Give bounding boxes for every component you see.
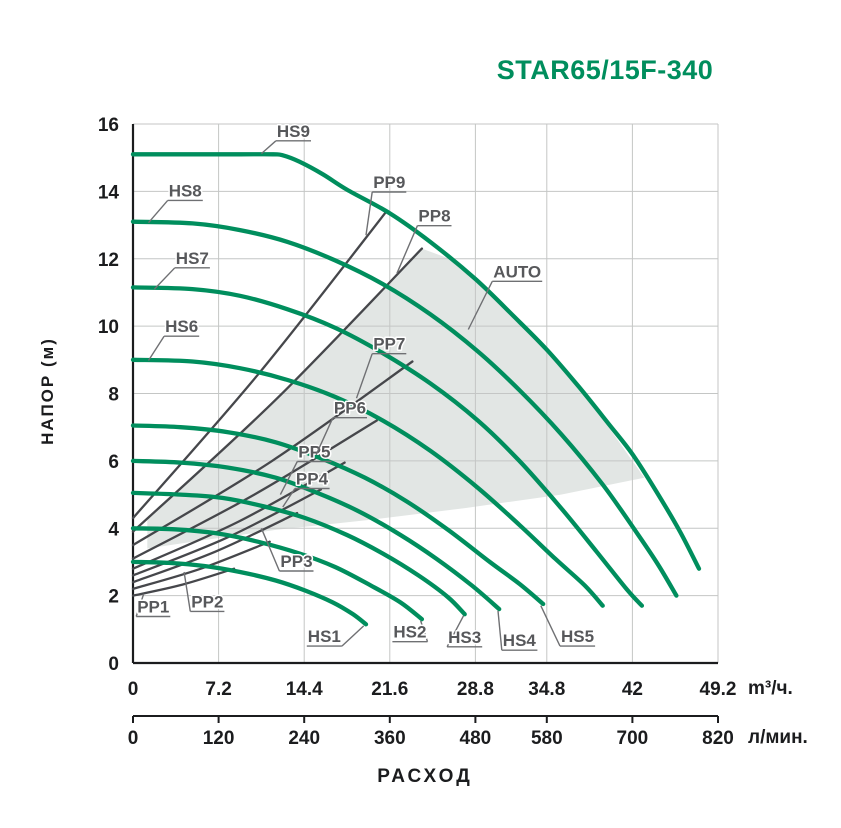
label-HS2: HS2 (393, 623, 426, 642)
x-tick-label-lmin-0: 0 (128, 728, 139, 749)
x-tick-label-lmin-120: 120 (203, 728, 235, 749)
label-PP7: PP7 (373, 335, 405, 354)
leader-HS3 (446, 615, 465, 648)
x-tick-label-m3h-49.2: 49.2 (700, 679, 737, 700)
label-PP4: PP4 (296, 470, 329, 489)
chart-title: STAR65/15F-340 (496, 55, 714, 85)
leader-PP3 (260, 528, 281, 572)
curve-PP4 (131, 488, 323, 577)
leader-PP9 (365, 191, 373, 236)
curve-PP3 (131, 511, 299, 584)
leader-HS7 (153, 267, 176, 290)
leader-PP4 (282, 488, 296, 508)
curve-HS1 (130, 559, 369, 627)
curve-PP8 (131, 247, 424, 533)
leader-HS8 (147, 199, 169, 224)
leader-PP5 (279, 461, 298, 495)
label-PP8: PP8 (418, 207, 450, 226)
leader-HS6 (147, 335, 165, 361)
y-tick-label-16: 16 (98, 115, 119, 136)
label-AUTO: AUTO (493, 262, 541, 281)
label-HS5: HS5 (561, 627, 594, 646)
leader-AUTO (467, 280, 493, 330)
leader-HS5 (540, 605, 561, 647)
x-tick-label-lmin-580: 580 (531, 728, 563, 749)
curve-PP6 (131, 419, 378, 560)
label-HS9: HS9 (277, 122, 310, 141)
leader-HS1 (341, 625, 365, 647)
x-tick-label-lmin-480: 480 (460, 728, 492, 749)
label-HS3: HS3 (448, 628, 481, 647)
label-PP3: PP3 (280, 552, 312, 571)
y-tick-label-0: 0 (108, 654, 119, 675)
x-axis-unit-lmin: л/мин. (748, 727, 808, 748)
label-HS1: HS1 (308, 627, 341, 646)
curve-HS4 (130, 458, 502, 612)
leader-PP1 (135, 593, 145, 617)
leader-HS4 (497, 610, 503, 651)
curve-PP7 (131, 360, 414, 547)
y-tick-label-2: 2 (108, 587, 119, 608)
x-axis-title: РАСХОД (377, 766, 473, 787)
y-tick-label-6: 6 (108, 452, 119, 473)
curve-HS9 (130, 152, 702, 571)
leader-PP2 (183, 571, 191, 612)
x-tick-label-m3h-7.2: 7.2 (205, 679, 231, 700)
leader-HS2 (420, 620, 429, 642)
y-tick-label-10: 10 (98, 317, 119, 338)
label-PP2: PP2 (191, 592, 223, 611)
leader-PP7 (355, 353, 373, 399)
label-PP9: PP9 (373, 173, 405, 192)
x-tick-label-m3h-0: 0 (128, 679, 139, 700)
x-axis-unit-m3h: m³/ч. (748, 678, 793, 699)
x-tick-label-lmin-820: 820 (702, 728, 734, 749)
x-tick-label-m3h-21.6: 21.6 (371, 679, 408, 700)
x-tick-label-m3h-28.8: 28.8 (457, 679, 494, 700)
curve-PP2 (131, 540, 271, 591)
y-tick-label-8: 8 (108, 385, 119, 406)
label-PP5: PP5 (298, 443, 330, 462)
x-tick-label-m3h-42: 42 (622, 679, 643, 700)
label-HS8: HS8 (169, 181, 202, 200)
curve-PP5 (131, 461, 346, 570)
curve-HS8 (130, 219, 679, 598)
x-tick-label-lmin-700: 700 (617, 728, 649, 749)
leader-HS9 (260, 140, 277, 155)
label-PP6: PP6 (334, 399, 366, 418)
curve-HS5 (130, 423, 546, 607)
y-tick-label-12: 12 (98, 250, 119, 271)
curve-PP1 (131, 567, 236, 597)
y-tick-label-4: 4 (108, 519, 119, 540)
x-tick-label-m3h-14.4: 14.4 (286, 679, 323, 700)
x-tick-label-m3h-34.8: 34.8 (528, 679, 565, 700)
curve-HS6 (130, 357, 605, 608)
x-tick-label-lmin-240: 240 (288, 728, 320, 749)
curve-HS7 (130, 285, 645, 608)
leader-PP8 (396, 225, 419, 274)
y-tick-label-14: 14 (98, 182, 120, 203)
curve-HS2 (130, 526, 425, 622)
leader-PP6 (315, 417, 334, 456)
label-HS4: HS4 (503, 631, 537, 650)
curve-HS3 (130, 490, 467, 617)
label-HS6: HS6 (165, 317, 198, 336)
label-PP1: PP1 (137, 598, 169, 617)
label-HS7: HS7 (176, 249, 209, 268)
x-tick-label-lmin-360: 360 (374, 728, 406, 749)
